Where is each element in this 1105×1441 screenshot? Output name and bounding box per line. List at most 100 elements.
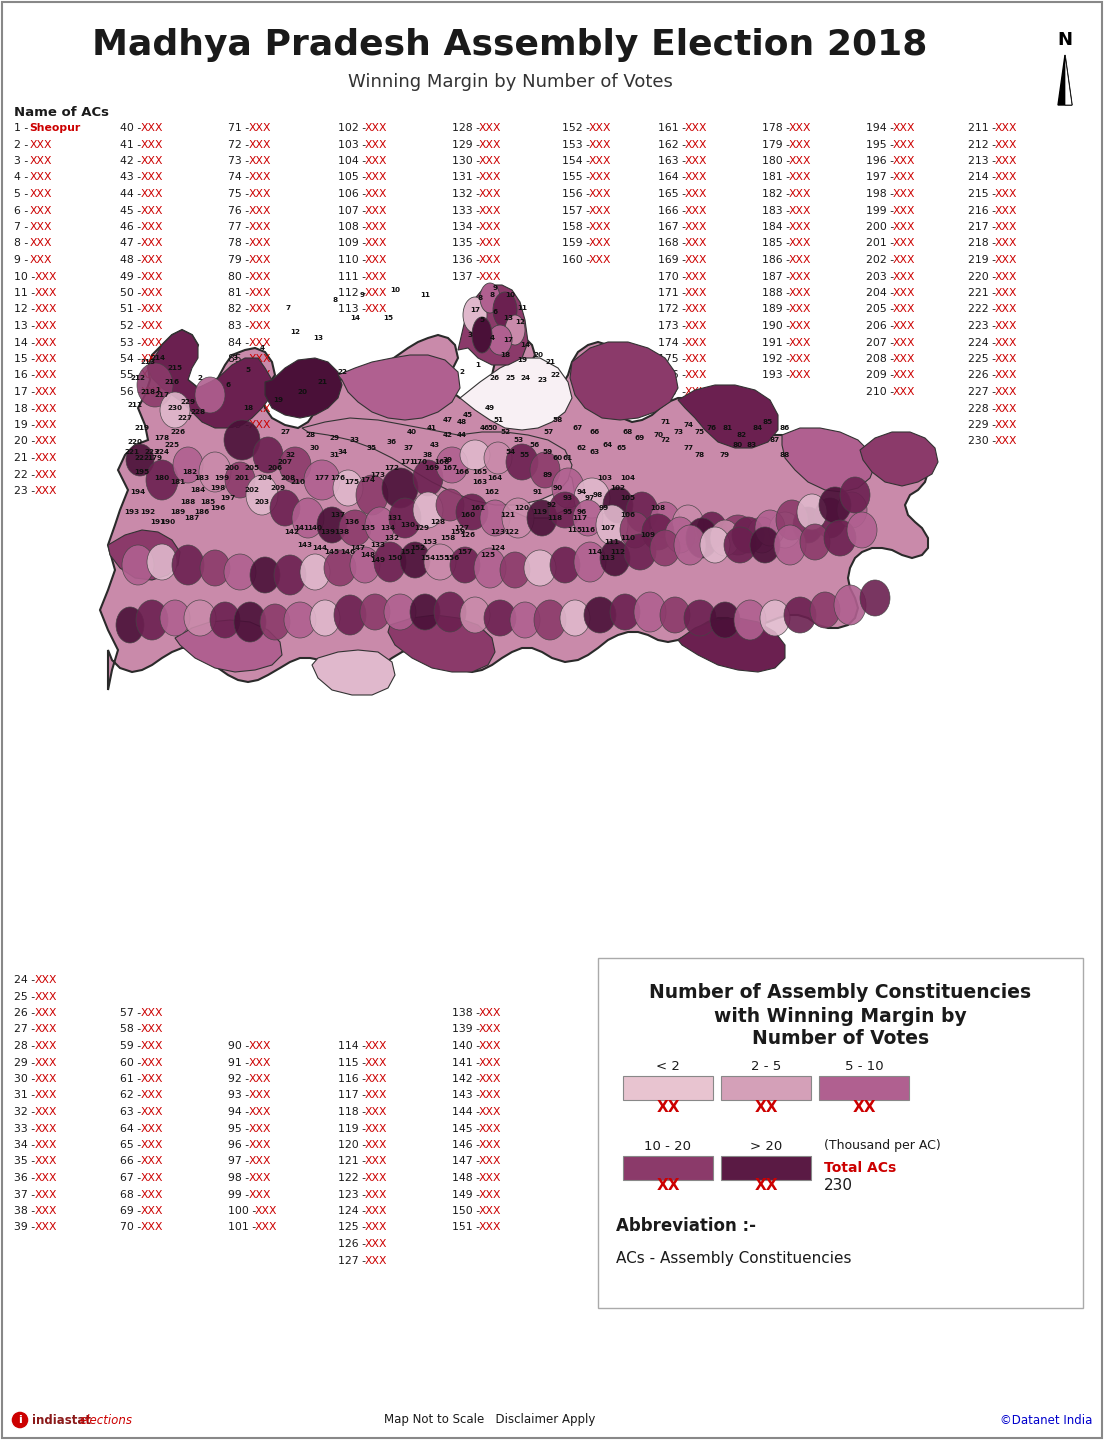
Text: XXX: XXX <box>478 239 501 248</box>
Text: 176 -: 176 - <box>657 370 686 380</box>
Text: XXX: XXX <box>35 1107 57 1117</box>
Text: 196: 196 <box>210 504 225 512</box>
Ellipse shape <box>173 447 203 483</box>
Text: XXX: XXX <box>35 1074 57 1084</box>
Text: N: N <box>1057 32 1073 49</box>
Text: XXX: XXX <box>141 304 164 314</box>
Text: 170 -: 170 - <box>657 271 686 281</box>
Text: 62: 62 <box>577 445 587 451</box>
Text: Number of Assembly Constituencies: Number of Assembly Constituencies <box>650 984 1032 1003</box>
Text: 157: 157 <box>457 549 473 555</box>
Ellipse shape <box>146 460 178 500</box>
Ellipse shape <box>610 594 640 630</box>
Text: 184 -: 184 - <box>762 222 790 232</box>
Text: 195: 195 <box>135 468 149 476</box>
Text: 122: 122 <box>505 529 519 535</box>
Text: 115 -: 115 - <box>338 1058 366 1068</box>
Text: 160 -: 160 - <box>562 255 590 265</box>
Text: 5 -: 5 - <box>14 189 29 199</box>
Ellipse shape <box>732 517 764 553</box>
Text: 158: 158 <box>441 535 455 540</box>
Text: XXX: XXX <box>141 288 164 298</box>
Text: XXX: XXX <box>30 222 52 232</box>
Text: 20 -: 20 - <box>14 437 35 447</box>
Text: 168 -: 168 - <box>657 239 686 248</box>
Text: XXX: XXX <box>254 1206 277 1216</box>
Bar <box>623 1156 713 1180</box>
Text: 47 -: 47 - <box>120 239 141 248</box>
Text: 28 -: 28 - <box>14 1040 35 1050</box>
Text: 8: 8 <box>333 297 337 303</box>
Text: XXX: XXX <box>365 122 387 133</box>
Text: XXX: XXX <box>249 1074 272 1084</box>
Ellipse shape <box>484 599 516 635</box>
Ellipse shape <box>720 514 756 555</box>
Text: 92 -: 92 - <box>228 1074 249 1084</box>
Text: 9: 9 <box>359 293 365 298</box>
Text: 119: 119 <box>533 509 548 514</box>
Text: 58: 58 <box>552 416 564 424</box>
Text: 202: 202 <box>244 487 260 493</box>
Text: 132: 132 <box>385 535 400 540</box>
Text: 38: 38 <box>423 452 433 458</box>
Text: 71: 71 <box>660 419 670 425</box>
Text: 122 -: 122 - <box>338 1173 366 1183</box>
Text: XXX: XXX <box>994 222 1017 232</box>
Text: 10 -: 10 - <box>14 271 35 281</box>
Text: XXX: XXX <box>789 222 811 232</box>
Text: XXX: XXX <box>249 370 272 380</box>
Ellipse shape <box>304 460 340 500</box>
Text: 222 -: 222 - <box>968 304 996 314</box>
Text: 93: 93 <box>562 496 573 501</box>
Text: XXX: XXX <box>35 1091 57 1101</box>
Ellipse shape <box>488 326 512 354</box>
Text: XXX: XXX <box>249 239 272 248</box>
Text: 90 -: 90 - <box>228 1040 250 1050</box>
Ellipse shape <box>382 468 418 509</box>
Ellipse shape <box>549 491 581 527</box>
Text: 50 -: 50 - <box>120 288 141 298</box>
Text: 182 -: 182 - <box>762 189 790 199</box>
Ellipse shape <box>552 468 585 509</box>
Bar <box>819 1076 909 1099</box>
Text: XXX: XXX <box>893 140 915 150</box>
Ellipse shape <box>234 602 266 643</box>
Text: 127: 127 <box>454 525 470 530</box>
Text: XXX: XXX <box>893 222 915 232</box>
Ellipse shape <box>147 545 177 579</box>
Text: 6: 6 <box>493 308 497 316</box>
Text: 20: 20 <box>533 352 543 357</box>
Text: 26 -: 26 - <box>14 1009 35 1017</box>
Text: 88 -: 88 - <box>228 403 249 414</box>
Text: 135 -: 135 - <box>452 239 480 248</box>
Text: 227 -: 227 - <box>968 388 996 398</box>
Text: 21: 21 <box>317 379 327 385</box>
Text: 169 -: 169 - <box>657 255 686 265</box>
Text: 141: 141 <box>295 525 309 530</box>
Text: 38 -: 38 - <box>14 1206 35 1216</box>
Text: 120: 120 <box>515 504 529 512</box>
Text: 95: 95 <box>562 509 573 514</box>
Ellipse shape <box>511 602 540 638</box>
Text: XXX: XXX <box>365 1157 387 1167</box>
Text: 36: 36 <box>387 440 397 445</box>
Text: XXX: XXX <box>141 271 164 281</box>
Ellipse shape <box>550 548 580 584</box>
Text: XXX: XXX <box>478 206 501 216</box>
Text: 75 -: 75 - <box>228 189 249 199</box>
Text: 59 -: 59 - <box>120 1040 141 1050</box>
Ellipse shape <box>317 507 347 543</box>
Text: 86: 86 <box>780 425 790 431</box>
Text: XXX: XXX <box>994 321 1017 331</box>
Text: 22: 22 <box>337 369 347 375</box>
Ellipse shape <box>505 316 525 344</box>
Text: XXX: XXX <box>141 156 164 166</box>
Text: XXX: XXX <box>684 271 707 281</box>
Ellipse shape <box>436 447 469 483</box>
Text: 2 - 5: 2 - 5 <box>751 1059 781 1072</box>
Text: 115: 115 <box>568 527 582 533</box>
Ellipse shape <box>634 592 666 633</box>
Text: 177 -: 177 - <box>657 388 686 398</box>
Text: XXX: XXX <box>893 156 915 166</box>
Text: 36 -: 36 - <box>14 1173 35 1183</box>
